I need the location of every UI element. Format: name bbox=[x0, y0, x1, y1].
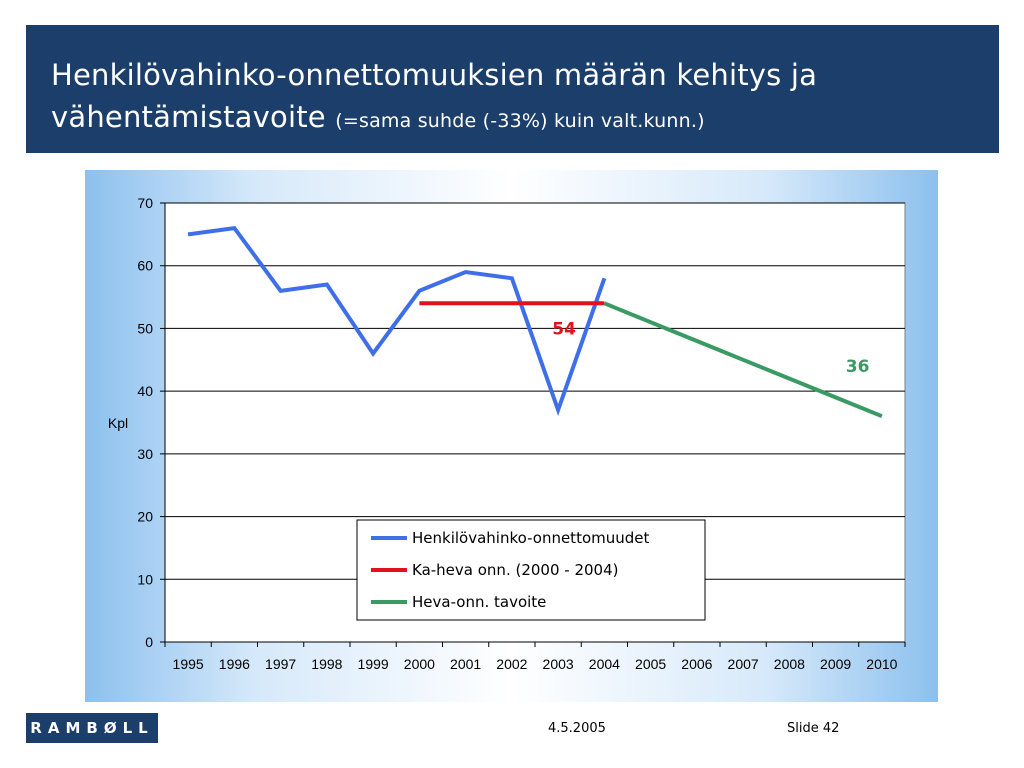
y-tick-label: 10 bbox=[137, 571, 153, 587]
x-tick-label: 2004 bbox=[589, 656, 620, 672]
x-tick-label: 2001 bbox=[450, 656, 481, 672]
series-line-1 bbox=[187, 225, 607, 417]
x-tick-label: 2002 bbox=[496, 656, 527, 672]
slide-title-line2: vähentämistavoite (=sama suhde (-33%) ku… bbox=[51, 100, 705, 134]
x-tick-label: 1998 bbox=[311, 656, 342, 672]
y-tick-label: 50 bbox=[137, 320, 153, 336]
x-tick-label: 1999 bbox=[358, 656, 389, 672]
footer-slide-number: Slide 42 bbox=[787, 721, 840, 736]
legend-entry: Heva-onn. tavoite bbox=[412, 593, 546, 611]
y-tick-label: 70 bbox=[137, 195, 153, 211]
legend-entry: Henkilövahinko-onnettomuudet bbox=[412, 529, 649, 547]
ramboll-logo: RAMBØLL bbox=[26, 713, 158, 743]
data-label: 54 bbox=[552, 319, 576, 339]
y-tick-label: 30 bbox=[137, 446, 153, 462]
series-line-3 bbox=[603, 301, 883, 419]
y-tick-label: 40 bbox=[137, 383, 153, 399]
logo-text: RAMBØLL bbox=[30, 719, 154, 737]
x-tick-label: 2006 bbox=[681, 656, 712, 672]
x-tick-label: 1996 bbox=[219, 656, 250, 672]
x-tick-label: 2003 bbox=[543, 656, 574, 672]
x-tick-label: 2009 bbox=[820, 656, 851, 672]
title-bar: Henkilövahinko-onnettomuuksien määrän ke… bbox=[26, 25, 999, 153]
legend-entry: Ka-heva onn. (2000 - 2004) bbox=[412, 561, 618, 579]
slide-title-subtitle: (=sama suhde (-33%) kuin valt.kunn.) bbox=[335, 110, 705, 132]
x-tick-label: 1995 bbox=[173, 656, 204, 672]
chart-panel: 0 10 20 30 40 50 60 70 1995 1996 1997 1998 1999 2000 2… bbox=[85, 170, 938, 702]
x-tick-label: 1997 bbox=[265, 656, 296, 672]
legend-box bbox=[356, 519, 706, 621]
y-tick-label: 20 bbox=[137, 509, 153, 525]
line-chart: 0 10 20 30 40 50 60 70 1995 1996 1997 1998 1999 2000 2… bbox=[108, 195, 906, 672]
x-tick-label: 2008 bbox=[774, 656, 805, 672]
x-tick-label: 2007 bbox=[728, 656, 759, 672]
data-label: 36 bbox=[846, 357, 870, 377]
y-axis-label: Kpl bbox=[108, 415, 128, 431]
x-tick-label: 2000 bbox=[404, 656, 435, 672]
footer-date: 4.5.2005 bbox=[548, 721, 606, 736]
slide-title-line1: Henkilövahinko-onnettomuuksien määrän ke… bbox=[51, 58, 818, 92]
slide-title-main: vähentämistavoite bbox=[51, 100, 326, 134]
x-tick-label: 2010 bbox=[866, 656, 897, 672]
y-tick-label: 60 bbox=[137, 258, 153, 274]
x-tick-label: 2005 bbox=[635, 656, 666, 672]
y-tick-label: 0 bbox=[145, 634, 153, 650]
